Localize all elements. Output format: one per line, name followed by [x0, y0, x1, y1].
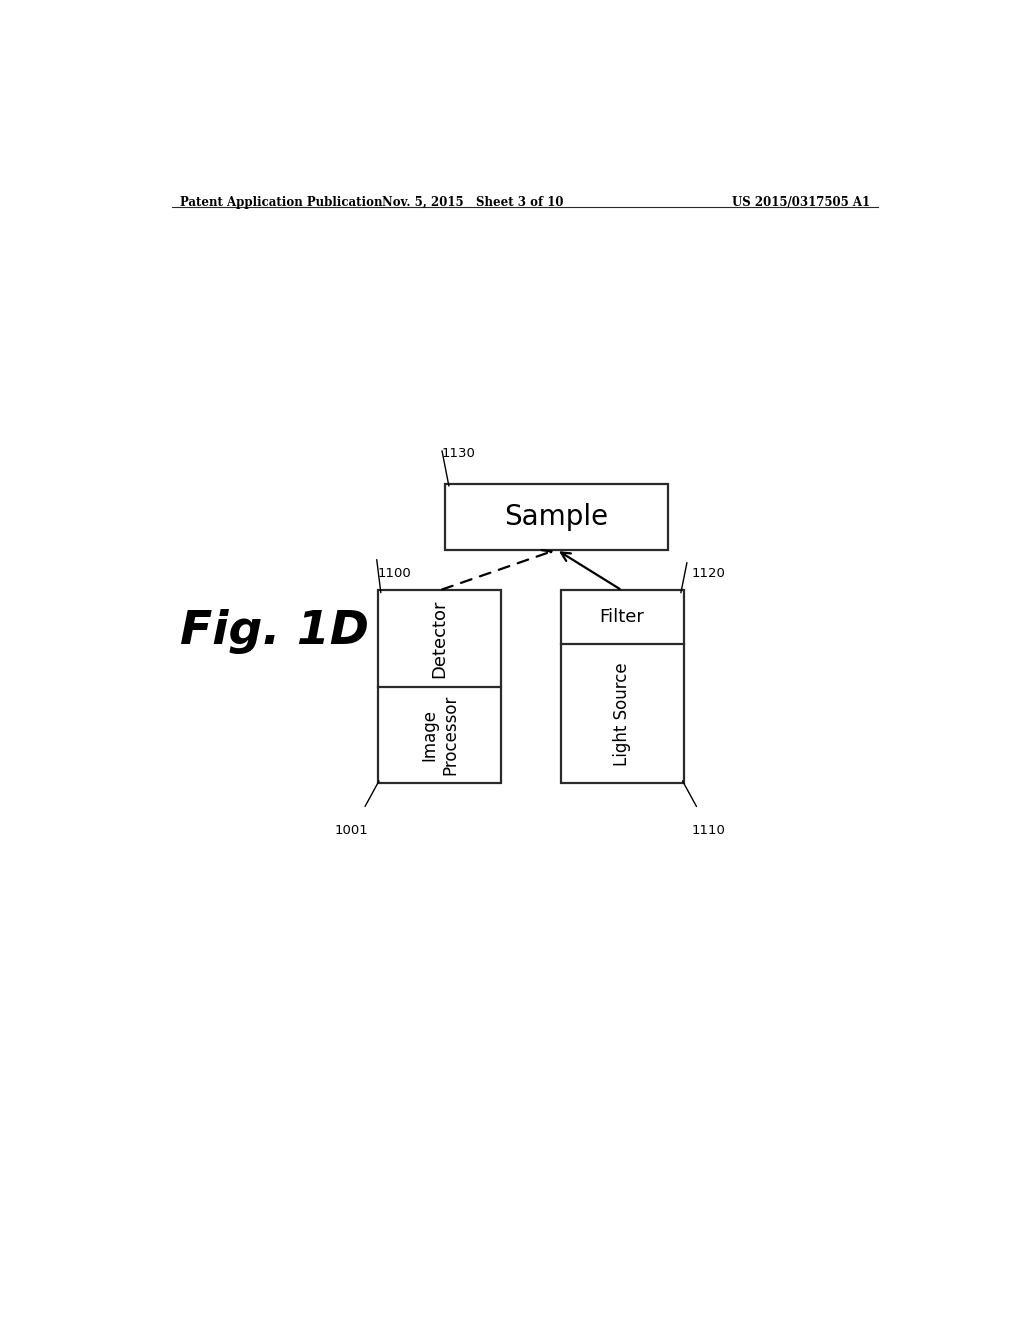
Text: US 2015/0317505 A1: US 2015/0317505 A1 — [732, 195, 870, 209]
Text: Image
Processor: Image Processor — [420, 696, 459, 775]
Text: Detector: Detector — [430, 599, 449, 678]
Text: Patent Application Publication: Patent Application Publication — [179, 195, 382, 209]
Text: Fig. 1D: Fig. 1D — [180, 609, 370, 653]
Text: Nov. 5, 2015   Sheet 3 of 10: Nov. 5, 2015 Sheet 3 of 10 — [383, 195, 564, 209]
Bar — [378, 590, 501, 784]
Text: 1110: 1110 — [691, 824, 725, 837]
Text: Filter: Filter — [600, 609, 644, 627]
Text: 1001: 1001 — [334, 824, 368, 837]
Bar — [560, 590, 684, 784]
Text: Light Source: Light Source — [613, 663, 631, 766]
Text: Sample: Sample — [505, 503, 608, 531]
Bar — [445, 483, 668, 549]
Text: 1120: 1120 — [691, 568, 725, 581]
Text: 1130: 1130 — [441, 447, 475, 461]
Text: 1100: 1100 — [378, 568, 412, 581]
